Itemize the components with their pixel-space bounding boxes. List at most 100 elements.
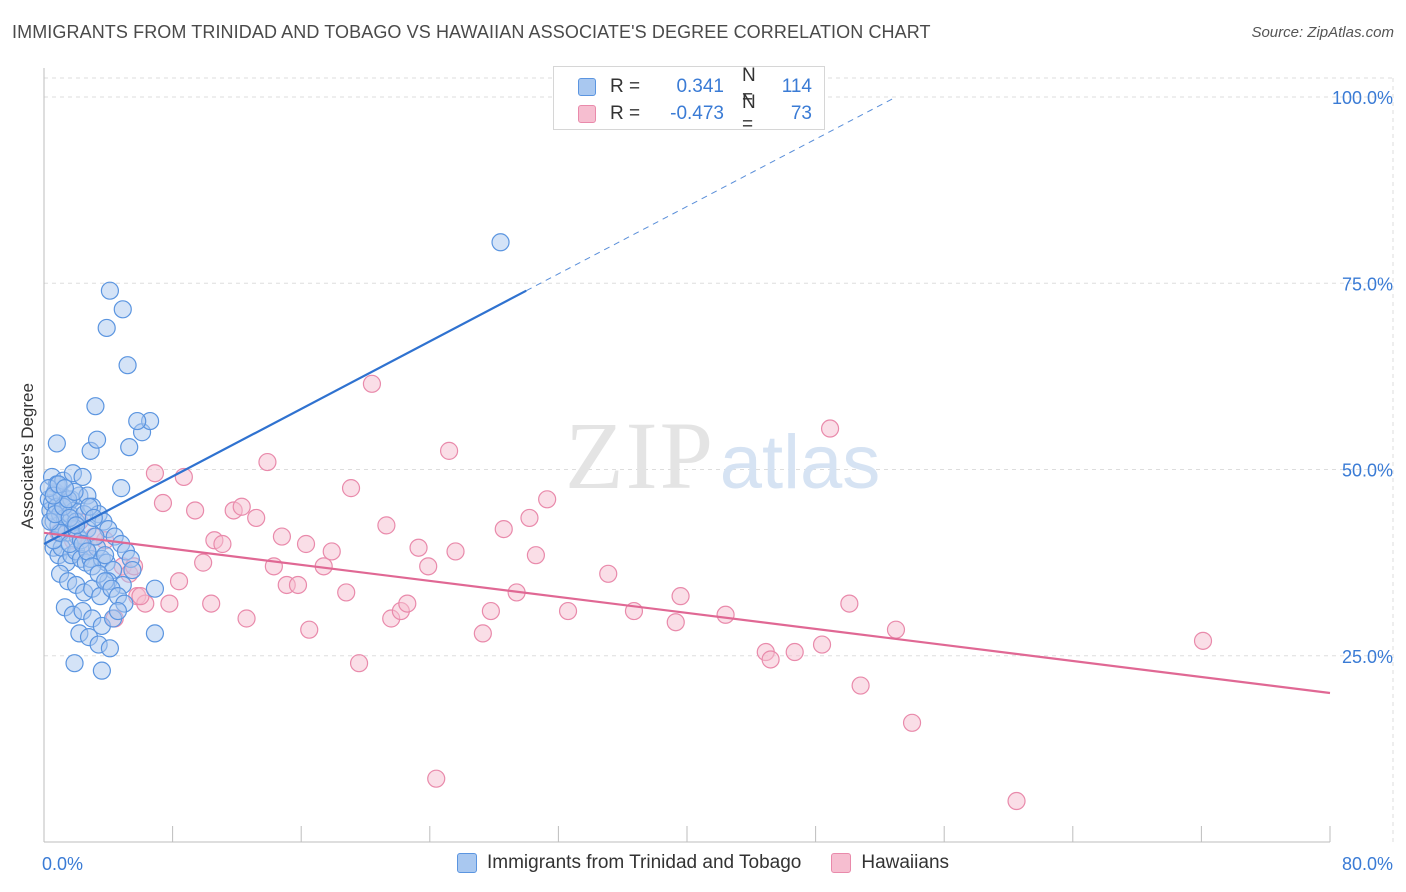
stats-legend: R = 0.341 N = 114 R = -0.473 N = 73 bbox=[553, 65, 825, 135]
r-value: -0.473 bbox=[670, 103, 724, 124]
r-label: R = bbox=[610, 103, 641, 124]
legend-label: Immigrants from Trinidad and Tobago bbox=[486, 852, 802, 873]
hawaiians-point bbox=[296, 534, 316, 554]
hawaiians-point bbox=[213, 534, 232, 554]
hawaiians-point bbox=[377, 516, 396, 535]
trinidad-point bbox=[100, 639, 120, 658]
hawaiians-point bbox=[427, 769, 446, 788]
n-label: N = bbox=[742, 92, 756, 135]
hawaiians-point bbox=[300, 620, 319, 639]
trinidad-point bbox=[73, 467, 92, 487]
hawaiians-point bbox=[820, 419, 840, 438]
trinidad-point bbox=[100, 281, 120, 300]
trend-lines bbox=[43, 96, 1331, 695]
x-tick-label: 80.0% bbox=[1342, 854, 1393, 874]
hawaiians-point bbox=[160, 594, 179, 613]
trinidad-point bbox=[108, 601, 128, 621]
chart-title: IMMIGRANTS FROM TRINIDAD AND TOBAGO VS H… bbox=[12, 22, 931, 42]
hawaiians-point bbox=[785, 642, 804, 662]
stats-row-hawaiians: R = -0.473 N = 73 bbox=[578, 92, 812, 135]
hawaiians-point bbox=[237, 609, 256, 628]
trinidad-point bbox=[112, 479, 131, 498]
hawaiians-point bbox=[761, 650, 780, 669]
x-tick-label: 0.0% bbox=[42, 854, 83, 874]
trinidad-point bbox=[92, 661, 111, 680]
hawaiians-point bbox=[851, 676, 870, 695]
watermark: ZIP atlas bbox=[565, 402, 880, 509]
hawaiians-point bbox=[812, 635, 832, 654]
y-tick-label: 75.0% bbox=[1342, 274, 1393, 294]
hawaiians-point bbox=[349, 654, 369, 673]
stats-row-trinidad: R = 0.341 N = 114 bbox=[578, 65, 812, 108]
trinidad-point bbox=[47, 434, 66, 453]
hawaiians-point bbox=[520, 508, 539, 528]
hawaiians-point bbox=[247, 508, 266, 528]
trinidad-point bbox=[55, 479, 74, 498]
hawaiians-point bbox=[322, 542, 341, 561]
hawaiians-trend-line bbox=[43, 531, 1331, 695]
hawaiians-point bbox=[232, 497, 251, 516]
legend-item-trinidad[interactable]: Immigrants from Trinidad and Tobago bbox=[456, 852, 802, 874]
hawaiians-point bbox=[886, 620, 906, 639]
hawaiians-point bbox=[272, 527, 292, 546]
n-label: N = bbox=[742, 65, 756, 108]
legend-label: Hawaiians bbox=[861, 852, 950, 873]
hawaiians-point bbox=[337, 583, 356, 602]
hawaiians-point bbox=[1193, 631, 1213, 650]
hawaiians-point bbox=[1007, 791, 1026, 811]
n-value: 73 bbox=[790, 103, 812, 124]
n-value: 114 bbox=[781, 76, 812, 97]
pink-swatch bbox=[831, 853, 852, 873]
pink-swatch bbox=[578, 105, 596, 123]
hawaiians-point bbox=[186, 501, 205, 520]
hawaiians-point bbox=[473, 624, 492, 643]
r-value: 0.341 bbox=[676, 76, 724, 97]
hawaiians-point bbox=[526, 546, 545, 565]
hawaiians-point bbox=[131, 587, 150, 606]
hawaiians-point bbox=[398, 594, 417, 613]
grid-lines bbox=[44, 77, 1394, 842]
hawaiians-point bbox=[145, 464, 165, 483]
watermark-atlas: atlas bbox=[720, 420, 881, 505]
hawaiians-point bbox=[538, 490, 557, 509]
y-axis-label: Associate's Degree bbox=[18, 383, 37, 529]
hawaiians-point bbox=[362, 374, 382, 393]
hawaiians-point bbox=[409, 538, 428, 557]
hawaiians-point bbox=[716, 605, 735, 624]
hawaiians-point bbox=[446, 542, 465, 561]
hawaiians-point bbox=[481, 601, 500, 621]
hawaiians-point bbox=[288, 575, 308, 595]
hawaiians-point bbox=[666, 613, 685, 632]
trinidad-point bbox=[97, 318, 116, 338]
y-tick-label: 25.0% bbox=[1342, 647, 1393, 667]
trinidad-point bbox=[491, 233, 510, 252]
trinidad-point bbox=[123, 560, 142, 580]
trinidad-point bbox=[145, 624, 165, 643]
trinidad-points bbox=[39, 233, 510, 680]
source-label: Source: ZipAtlas.com bbox=[1251, 24, 1394, 41]
trinidad-point bbox=[118, 356, 137, 375]
hawaiians-point bbox=[439, 441, 459, 460]
hawaiians-point bbox=[494, 519, 513, 539]
legend-item-hawaiians[interactable]: Hawaiians bbox=[831, 852, 949, 874]
y-tick-label: 100.0% bbox=[1332, 88, 1393, 108]
series-legend: Immigrants from Trinidad and Tobago Hawa… bbox=[0, 852, 1406, 874]
hawaiians-point bbox=[840, 594, 859, 613]
trinidad-point bbox=[120, 438, 139, 457]
trinidad-point bbox=[86, 397, 105, 416]
trinidad-point bbox=[113, 300, 132, 319]
hawaiians-point bbox=[153, 493, 173, 513]
hawaiians-point bbox=[194, 553, 213, 572]
blue-swatch bbox=[578, 78, 596, 96]
hawaiians-point bbox=[258, 452, 277, 472]
trinidad-point bbox=[87, 430, 107, 449]
hawaiians-point bbox=[169, 572, 189, 591]
hawaiians-point bbox=[599, 564, 618, 583]
r-label: R = bbox=[610, 76, 641, 97]
trinidad-point bbox=[145, 579, 165, 598]
hawaiians-point bbox=[902, 713, 922, 732]
tick-labels: 25.0% 50.0% 75.0% 100.0% 0.0% 80.0% bbox=[42, 88, 1393, 874]
trinidad-trend-line bbox=[43, 289, 527, 545]
trinidad-point bbox=[95, 546, 115, 565]
